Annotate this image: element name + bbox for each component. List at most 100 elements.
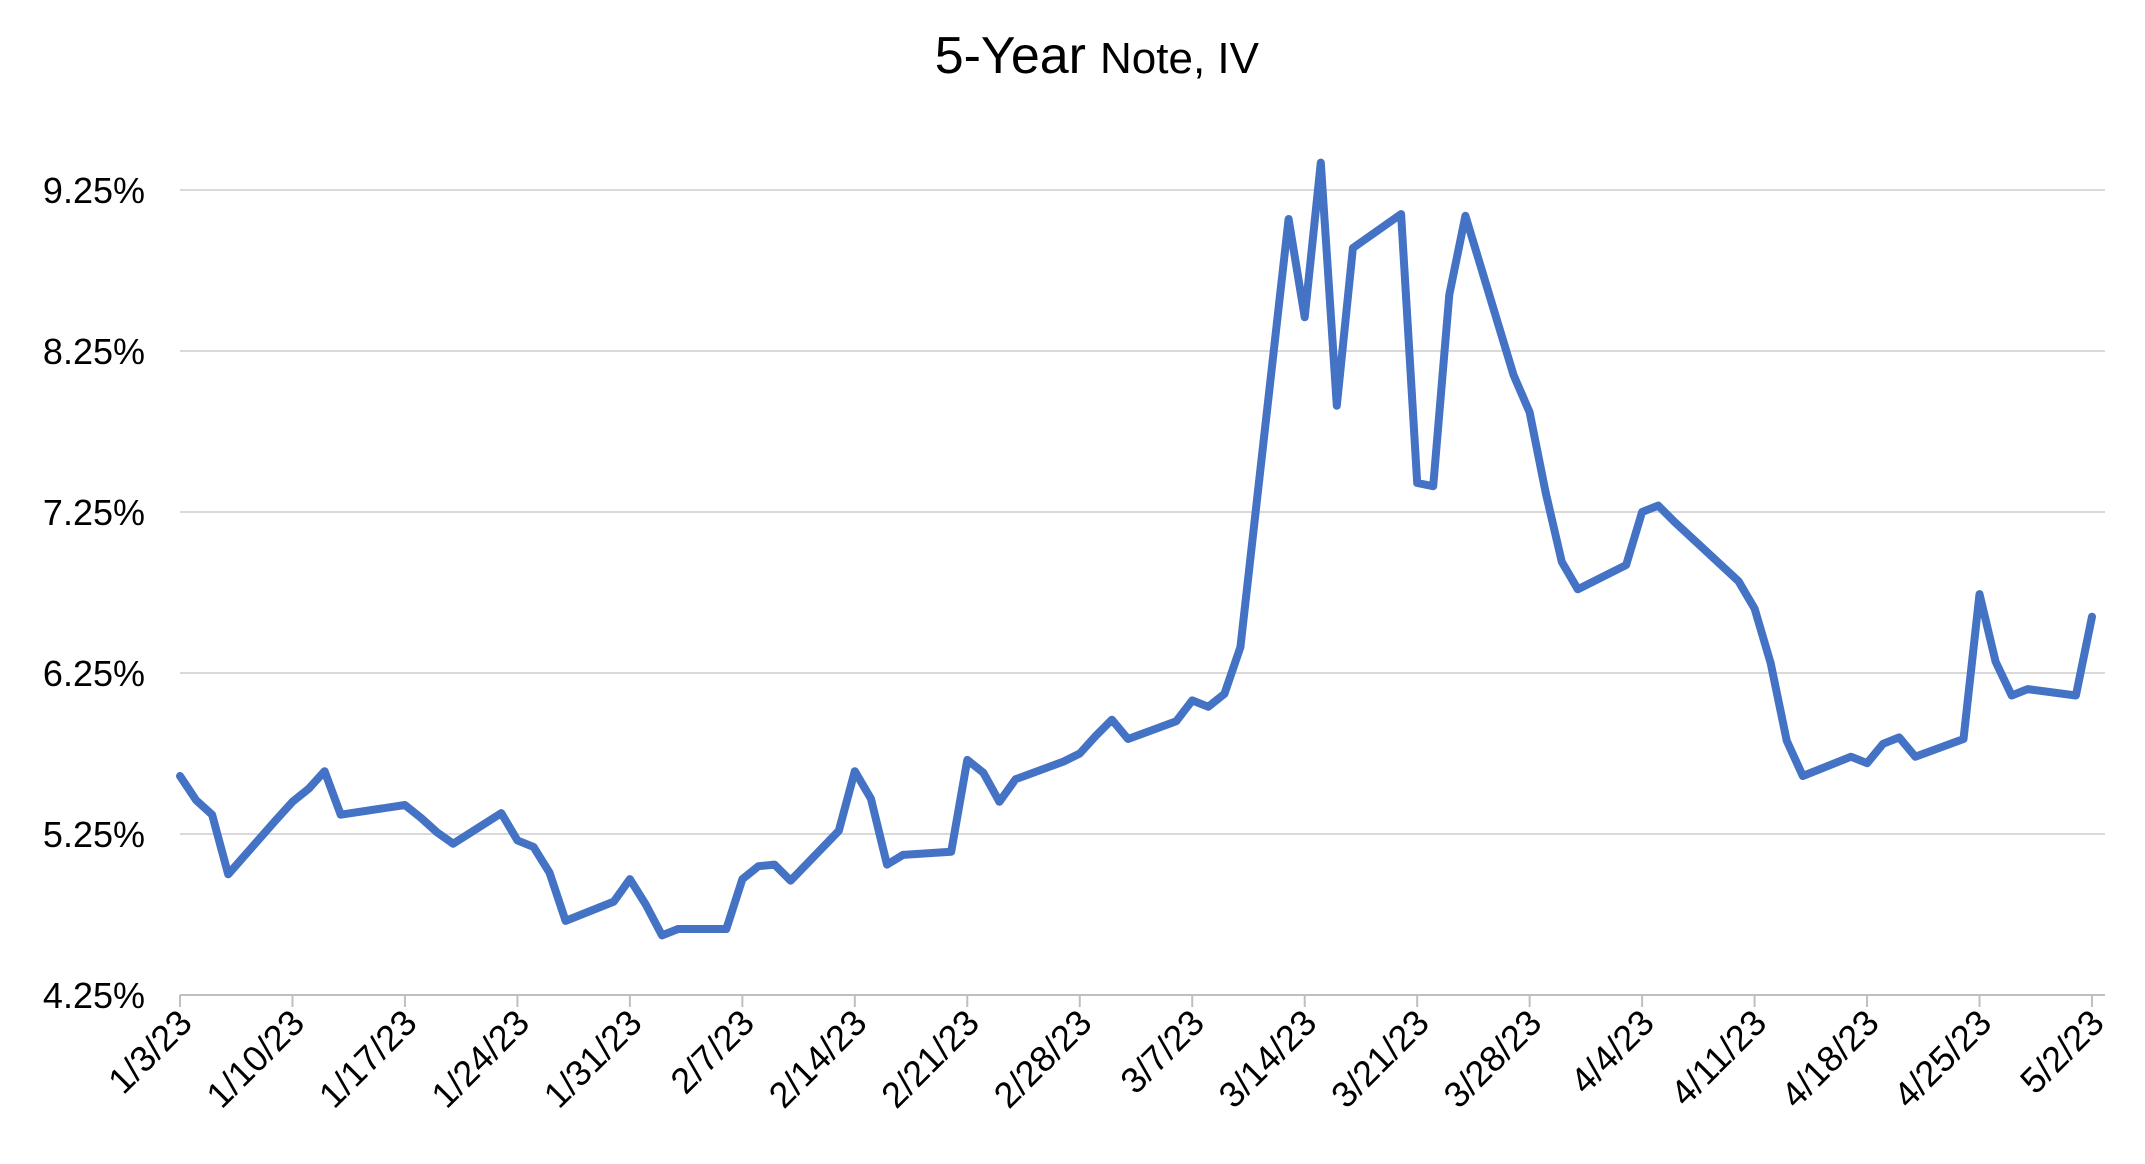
data-points	[176, 159, 2096, 940]
data-point	[1092, 732, 1100, 740]
x-tick-label: 2/14/23	[761, 1002, 875, 1116]
data-point	[1413, 479, 1421, 487]
data-point	[738, 875, 746, 883]
data-point	[224, 870, 232, 878]
data-point	[2088, 613, 2096, 621]
chart-title: 5-Year	[935, 27, 1086, 85]
data-point	[754, 862, 762, 870]
data-point	[449, 840, 457, 848]
x-tick-label: 4/11/23	[1662, 1002, 1774, 1114]
data-point	[1558, 558, 1566, 566]
x-axis	[179, 994, 2105, 1007]
data-point	[2024, 685, 2032, 693]
data-point	[321, 767, 329, 775]
data-point	[1204, 703, 1212, 711]
data-point	[1895, 733, 1903, 741]
y-tick-label: 5.25%	[43, 814, 145, 855]
data-point	[562, 917, 570, 925]
data-point	[401, 801, 409, 809]
x-tick-label: 1/24/23	[423, 1002, 537, 1116]
x-tick-label: 4/18/23	[1773, 1002, 1887, 1116]
data-point	[513, 836, 521, 844]
data-point	[883, 861, 891, 869]
data-point	[1124, 735, 1132, 743]
x-tick-label: 4/25/23	[1885, 1002, 1999, 1116]
data-point	[1622, 561, 1630, 569]
x-tick-label: 3/28/23	[1435, 1002, 1549, 1116]
data-point	[899, 851, 907, 859]
data-point	[1960, 735, 1968, 743]
data-point	[1638, 508, 1646, 516]
data-point	[1220, 690, 1228, 698]
data-point	[642, 901, 650, 909]
data-point	[546, 869, 554, 877]
data-point	[995, 798, 1003, 806]
data-point	[1654, 502, 1662, 510]
x-tick-label: 2/7/23	[662, 1002, 762, 1102]
y-tick-label: 7.25%	[43, 492, 145, 533]
data-point	[1751, 605, 1759, 613]
data-point	[1445, 291, 1453, 299]
data-point	[947, 848, 955, 856]
data-point	[787, 877, 795, 885]
data-point	[1976, 590, 1984, 598]
data-point	[1863, 759, 1871, 767]
data-point	[1670, 518, 1678, 526]
data-point	[1510, 371, 1518, 379]
y-axis-tick-labels: 4.25% 5.25% 6.25% 7.25% 8.25% 9.25%	[43, 170, 145, 1016]
data-point	[1767, 659, 1775, 667]
x-tick-label: 2/21/23	[873, 1002, 987, 1116]
data-point	[1285, 215, 1293, 223]
data-point	[289, 798, 297, 806]
data-point	[176, 772, 184, 780]
y-tick-label: 9.25%	[43, 170, 145, 211]
data-point	[610, 898, 618, 906]
data-point	[979, 769, 987, 777]
y-tick-label: 6.25%	[43, 653, 145, 694]
data-point	[433, 828, 441, 836]
data-point	[722, 925, 730, 933]
x-tick-label: 1/31/23	[536, 1002, 650, 1116]
data-point	[1333, 402, 1341, 410]
data-point	[1783, 737, 1791, 745]
data-point	[1574, 585, 1582, 593]
x-tick-label: 2/28/23	[985, 1002, 1099, 1116]
data-point	[530, 843, 538, 851]
x-tick-label: 1/10/23	[198, 1002, 312, 1116]
x-tick-label: 5/2/23	[2012, 1002, 2112, 1102]
data-point	[1172, 717, 1180, 725]
data-point	[1799, 772, 1807, 780]
series-layer	[176, 158, 2096, 940]
series-line	[176, 158, 2096, 940]
data-point	[337, 811, 345, 819]
data-point	[305, 785, 313, 793]
data-point	[1461, 212, 1469, 220]
data-point	[1847, 753, 1855, 761]
data-point	[2008, 692, 2016, 700]
data-point	[272, 816, 280, 824]
data-point	[1911, 753, 1919, 761]
data-point	[192, 796, 200, 804]
data-point	[1301, 313, 1309, 321]
data-point	[963, 756, 971, 764]
x-tick-label: 3/14/23	[1210, 1002, 1324, 1116]
gridlines	[180, 189, 2105, 835]
x-tick-label: 4/4/23	[1562, 1002, 1662, 1102]
data-point	[1349, 244, 1357, 252]
data-point	[497, 809, 505, 817]
data-point	[1012, 775, 1020, 783]
x-tick-label: 3/21/23	[1323, 1002, 1437, 1116]
data-point	[1236, 643, 1244, 651]
data-point	[1060, 758, 1068, 766]
x-tick-label: 1/17/23	[311, 1002, 425, 1116]
data-point	[1108, 716, 1116, 724]
data-point	[1076, 750, 1084, 758]
data-point	[867, 795, 875, 803]
data-point	[417, 814, 425, 822]
x-tick-label: 1/3/23	[100, 1002, 200, 1102]
y-tick-label: 8.25%	[43, 331, 145, 372]
data-point	[1542, 489, 1550, 497]
data-point	[1188, 696, 1196, 704]
data-point	[2072, 692, 2080, 700]
